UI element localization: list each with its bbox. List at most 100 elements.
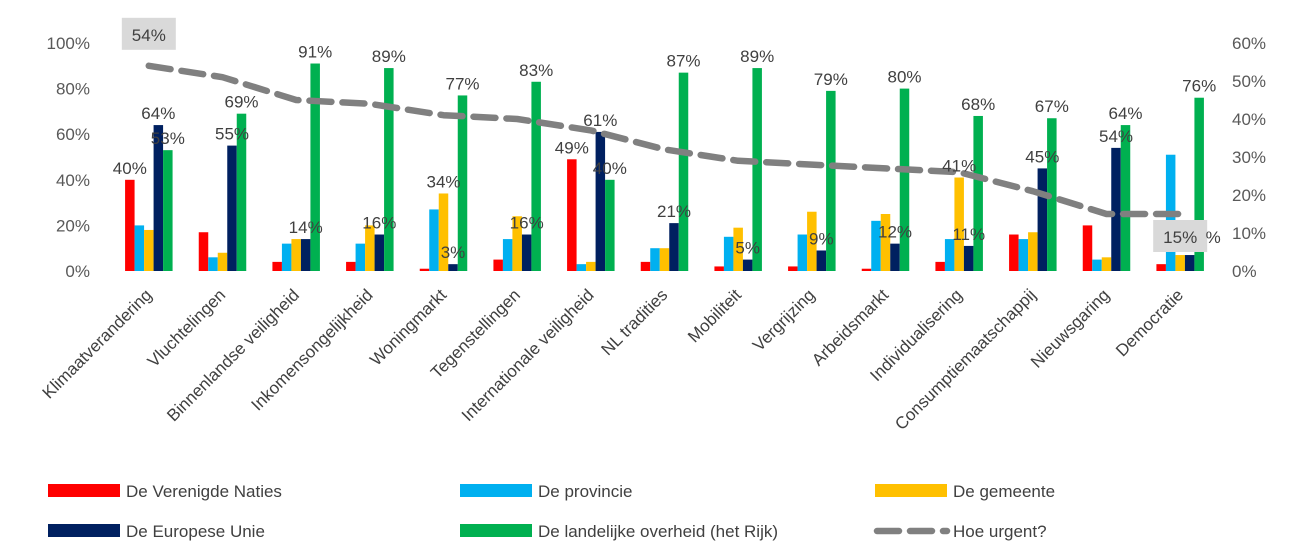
y2-tick-label: 30% — [1232, 148, 1266, 167]
category-label-internationale-veiligheid: Internationale veiligheid — [458, 285, 598, 425]
bar-de-provincie-klimaatverandering — [134, 225, 145, 271]
y-tick-label: 0% — [65, 262, 90, 281]
bar-de-gemeente-individualisering — [954, 177, 964, 271]
data-label-de-landelijke-overheid-het-rijk-arbeidsmarkt: 80% — [887, 68, 921, 87]
category-label-klimaatverandering: Klimaatverandering — [39, 285, 156, 402]
bar-de-europese-unie-vluchtelingen — [227, 145, 237, 271]
data-label-de-landelijke-overheid-het-rijk-vergrijzing: 79% — [814, 70, 848, 89]
bar-de-verenigde-naties-consumptiemaatschappij — [1009, 234, 1019, 271]
bar-de-europese-unie-arbeidsmarkt — [890, 243, 900, 271]
bar-de-europese-unie-binnenlandse-veiligheid — [300, 239, 311, 271]
bar-de-landelijke-overheid-het-rijk-vluchtelingen — [236, 113, 247, 272]
urgency-line-layer — [145, 62, 1184, 218]
data-label-de-landelijke-overheid-het-rijk-woningmarkt: 77% — [445, 74, 479, 93]
data-label-de-europese-unie-mobiliteit: 5% — [735, 239, 760, 258]
left-y-axis: 0% 20% 40% 60% 80% 100% — [47, 34, 90, 281]
category-label-binnenlandse-veiligheid: Binnenlandse veiligheid — [163, 285, 303, 425]
bar-de-europese-unie-tegenstellingen — [521, 234, 532, 271]
data-label-de-europese-unie-woningmarkt: 3% — [441, 243, 466, 262]
data-label-de-landelijke-overheid-het-rijk-inkomensongelijkheid: 89% — [372, 47, 406, 66]
legend-label-de-verenigde-naties: De Verenigde Naties — [126, 482, 282, 501]
bar-de-landelijke-overheid-het-rijk-vergrijzing — [826, 90, 836, 271]
bar-de-provincie-tegenstellingen — [502, 239, 513, 271]
bar-de-landelijke-overheid-het-rijk-klimaatverandering — [163, 150, 173, 271]
bar-de-europese-unie-nl-tradities — [669, 223, 679, 271]
data-label-de-europese-unie-vergrijzing: 9% — [809, 230, 834, 249]
data-label-de-gemeente-woningmarkt: 34% — [426, 173, 460, 192]
bar-de-europese-unie-consumptiemaatschappij — [1037, 168, 1048, 271]
bar-de-europese-unie-nieuwsgaring — [1111, 147, 1121, 271]
bar-de-verenigde-naties-internationale-veiligheid — [567, 159, 577, 271]
legend: De Verenigde Naties De provincie De gemeen… — [48, 482, 1055, 541]
y2-tick-label: 60% — [1232, 34, 1266, 53]
bar-de-landelijke-overheid-het-rijk-democratie — [1194, 97, 1204, 271]
bar-de-verenigde-naties-klimaatverandering — [125, 179, 135, 271]
bar-de-gemeente-vergrijzing — [807, 211, 817, 271]
data-label-de-europese-unie-nl-tradities: 21% — [657, 202, 691, 221]
urgency-label-democratie: 15% — [1163, 228, 1197, 247]
data-label-de-europese-unie-arbeidsmarkt: 12% — [878, 223, 912, 242]
bar-de-gemeente-consumptiemaatschappij — [1028, 232, 1038, 271]
bar-de-gemeente-inkomensongelijkheid — [365, 225, 375, 271]
bar-de-landelijke-overheid-het-rijk-internationale-veiligheid — [605, 179, 615, 271]
data-label-de-landelijke-overheid-het-rijk-internationale-veiligheid: 40% — [593, 159, 627, 178]
bar-de-provincie-mobiliteit — [723, 236, 734, 271]
bar-de-verenigde-naties-vluchtelingen — [198, 232, 209, 271]
data-label-de-landelijke-overheid-het-rijk-consumptiemaatschappij: 67% — [1035, 97, 1069, 116]
y-tick-label: 80% — [56, 80, 90, 99]
bar-de-europese-unie-mobiliteit — [742, 259, 753, 271]
y2-tick-label: 50% — [1232, 72, 1266, 91]
bar-de-provincie-vergrijzing — [797, 234, 808, 271]
data-label-de-europese-unie-vluchtelingen: 55% — [215, 125, 249, 144]
bar-de-europese-unie-individualisering — [963, 245, 974, 271]
clipped-label-fragment: % — [1206, 228, 1221, 247]
bar-de-landelijke-overheid-het-rijk-woningmarkt — [457, 95, 468, 271]
bar-de-provincie-nieuwsgaring — [1092, 259, 1102, 271]
category-label-vergrijzing: Vergrijzing — [749, 285, 819, 355]
category-label-nieuwsgaring: Nieuwsgaring — [1027, 285, 1113, 371]
data-label-de-landelijke-overheid-het-rijk-vluchtelingen: 69% — [224, 93, 258, 112]
legend-label-de-gemeente: De gemeente — [953, 482, 1055, 501]
bar-de-gemeente-arbeidsmarkt — [880, 214, 891, 271]
legend-swatch-de-provincie — [460, 484, 532, 497]
x-axis-labels: KlimaatveranderingVluchtelingenBinnenlan… — [39, 285, 1187, 434]
urgency-label-box-democratie — [1153, 220, 1208, 252]
data-label-de-verenigde-naties-klimaatverandering: 40% — [113, 159, 147, 178]
data-label-de-europese-unie-internationale-veiligheid: 61% — [583, 111, 617, 130]
y2-tick-label: 10% — [1232, 224, 1266, 243]
urgency-line — [145, 62, 1184, 218]
bar-de-provincie-consumptiemaatschappij — [1018, 239, 1029, 271]
legend-swatch-de-europese-unie — [48, 524, 120, 537]
data-label-de-landelijke-overheid-het-rijk-tegenstellingen: 83% — [519, 61, 553, 80]
legend-swatch-de-verenigde-naties — [48, 484, 120, 497]
bar-de-verenigde-naties-individualisering — [935, 261, 945, 271]
urgency-label-klimaatverandering: 54% — [132, 26, 166, 45]
category-label-consumptiemaatschappij: Consumptiemaatschappij — [891, 285, 1039, 433]
bar-de-landelijke-overheid-het-rijk-nl-tradities — [678, 72, 689, 271]
bar-de-landelijke-overheid-het-rijk-tegenstellingen — [531, 81, 541, 271]
bar-de-landelijke-overheid-het-rijk-consumptiemaatschappij — [1047, 118, 1057, 272]
bar-de-gemeente-nieuwsgaring — [1101, 257, 1112, 271]
bar-de-landelijke-overheid-het-rijk-binnenlandse-veiligheid — [310, 63, 320, 271]
bar-de-provincie-internationale-veiligheid — [576, 264, 587, 271]
bar-de-gemeente-binnenlandse-veiligheid — [291, 239, 301, 271]
bar-de-verenigde-naties-nieuwsgaring — [1082, 225, 1093, 271]
bar-de-gemeente-vluchtelingen — [217, 252, 228, 271]
y-tick-label: 100% — [47, 34, 90, 53]
bar-de-gemeente-nl-tradities — [659, 248, 670, 271]
category-label-inkomensongelijkheid: Inkomensongelijkheid — [248, 285, 377, 414]
data-label-de-europese-unie-inkomensongelijkheid: 16% — [362, 214, 396, 233]
bar-de-landelijke-overheid-het-rijk-arbeidsmarkt — [899, 88, 910, 271]
bar-de-verenigde-naties-nl-tradities — [640, 261, 651, 271]
bar-de-verenigde-naties-democratie — [1156, 264, 1166, 271]
bar-de-landelijke-overheid-het-rijk-mobiliteit — [752, 68, 762, 271]
bar-de-verenigde-naties-inkomensongelijkheid — [346, 261, 356, 271]
bar-de-europese-unie-internationale-veiligheid — [595, 131, 606, 271]
data-label-de-landelijke-overheid-het-rijk-democratie: 76% — [1182, 77, 1216, 96]
data-label-de-europese-unie-consumptiemaatschappij: 45% — [1025, 147, 1059, 166]
legend-label-de-landelijke-overheid-het-rijk: De landelijke overheid (het Rijk) — [538, 522, 778, 541]
data-label-de-europese-unie-tegenstellingen: 16% — [510, 214, 544, 233]
bar-de-landelijke-overheid-het-rijk-nieuwsgaring — [1120, 125, 1131, 271]
bar-de-provincie-vluchtelingen — [208, 257, 218, 271]
legend-label-hoe-urgent: Hoe urgent? — [953, 522, 1047, 541]
